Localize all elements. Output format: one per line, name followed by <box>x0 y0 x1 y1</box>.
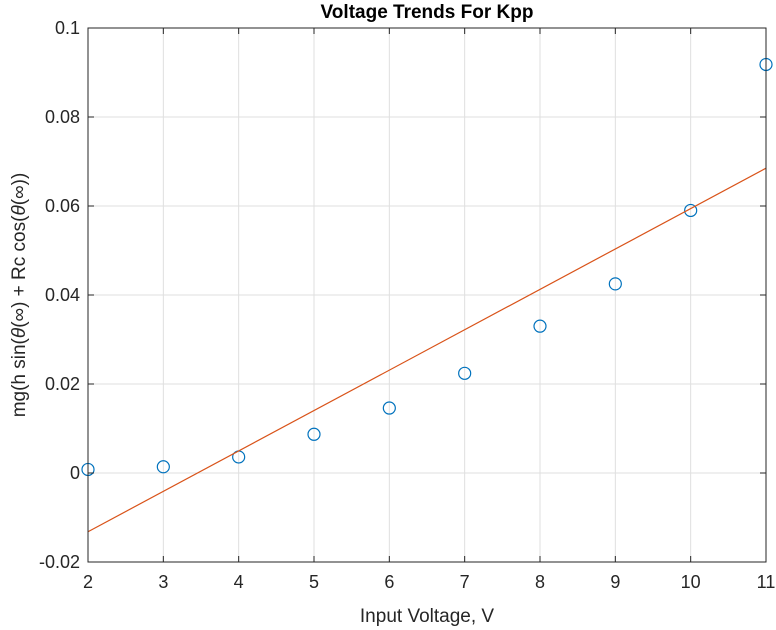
series-layer <box>81 57 773 533</box>
x-tick-label: 3 <box>158 572 168 592</box>
x-tick-label: 10 <box>681 572 701 592</box>
tick-labels: 2 3 4 5 6 7 8 9 10 11 -0.02 0 0.02 0.04 0.06 0.08 0.1 <box>39 18 775 592</box>
y-tick-label: 0.1 <box>55 18 80 38</box>
y-axis-label-theta: θ <box>9 205 30 216</box>
y-tick-label: 0 <box>70 463 80 483</box>
data-point <box>458 366 472 380</box>
y-axis-label-theta: θ <box>9 327 30 338</box>
x-axis-label: Input Voltage, V <box>360 606 494 627</box>
y-tick-label: 0.08 <box>45 107 80 127</box>
y-tick-label: 0.04 <box>45 285 80 305</box>
fit-line <box>87 167 767 533</box>
x-tick-label: 6 <box>384 572 394 592</box>
data-point <box>533 319 547 333</box>
x-tick-label: 8 <box>535 572 545 592</box>
x-tick-label: 11 <box>757 572 776 592</box>
x-tick-label: 7 <box>460 572 470 592</box>
y-axis-label-part: (∞)) <box>9 173 30 206</box>
chart-title: Voltage Trends For Kpp <box>321 2 534 23</box>
ticks <box>87 27 767 563</box>
y-tick-label: 0.06 <box>45 196 80 216</box>
data-point <box>684 203 698 218</box>
x-tick-label: 4 <box>234 572 244 592</box>
x-tick-label: 2 <box>83 572 93 592</box>
y-axis-label-part: (∞) + Rc cos( <box>9 215 30 328</box>
y-tick-label: 0.02 <box>45 374 80 394</box>
y-axis-label: mg(h sin(θ(∞) + Rc cos(θ(∞)) <box>9 173 30 418</box>
data-point <box>608 277 622 291</box>
x-tick-label: 9 <box>610 572 620 592</box>
y-tick-label: -0.02 <box>39 552 80 572</box>
data-point <box>307 427 321 441</box>
y-axis-label-part: mg(h sin( <box>9 337 30 417</box>
data-point <box>382 401 396 415</box>
data-point <box>156 460 170 474</box>
x-tick-label: 5 <box>309 572 319 592</box>
